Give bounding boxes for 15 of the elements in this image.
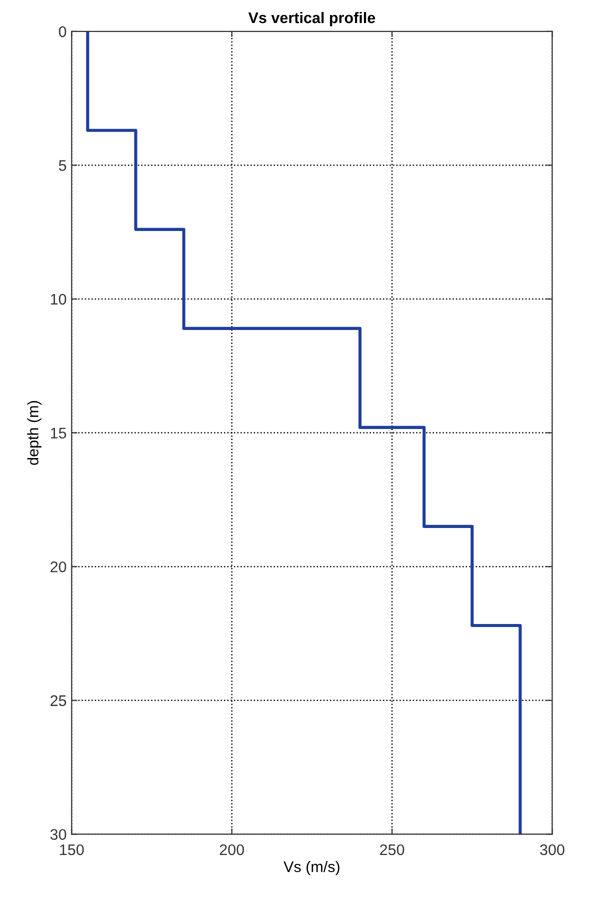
y-tick-label: 5 — [58, 160, 66, 171]
y-tick-label: 25 — [50, 695, 66, 706]
x-tick-label: 250 — [380, 844, 404, 856]
chart-title: Vs vertical profile — [248, 12, 376, 26]
y-tick-label: 20 — [50, 561, 66, 572]
x-tick-label: 200 — [220, 844, 244, 856]
x-axis-title: Vs (m/s) — [284, 860, 340, 876]
y-tick-label: 30 — [50, 829, 66, 840]
x-tick-label: 300 — [540, 844, 564, 856]
x-tick-label: 150 — [60, 844, 84, 856]
y-tick-label: 15 — [50, 428, 66, 438]
y-tick-label: 0 — [58, 26, 66, 38]
line-series — [86, 31, 522, 834]
y-tick-label: 10 — [50, 294, 66, 305]
y-axis-title: depth (m) — [27, 401, 42, 465]
